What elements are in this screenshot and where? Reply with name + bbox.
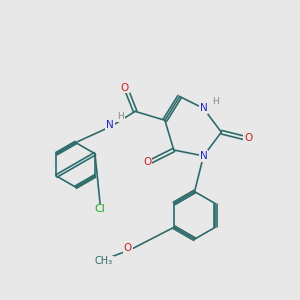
- Text: Cl: Cl: [94, 204, 105, 214]
- Text: O: O: [121, 82, 129, 93]
- Text: N: N: [200, 103, 207, 113]
- Text: O: O: [244, 133, 252, 143]
- Text: H: H: [118, 112, 124, 121]
- Text: CH₃: CH₃: [95, 256, 113, 266]
- Text: O: O: [143, 157, 151, 167]
- Text: O: O: [124, 243, 132, 253]
- Text: H: H: [213, 97, 219, 106]
- Text: N: N: [200, 151, 207, 161]
- Text: N: N: [106, 120, 114, 130]
